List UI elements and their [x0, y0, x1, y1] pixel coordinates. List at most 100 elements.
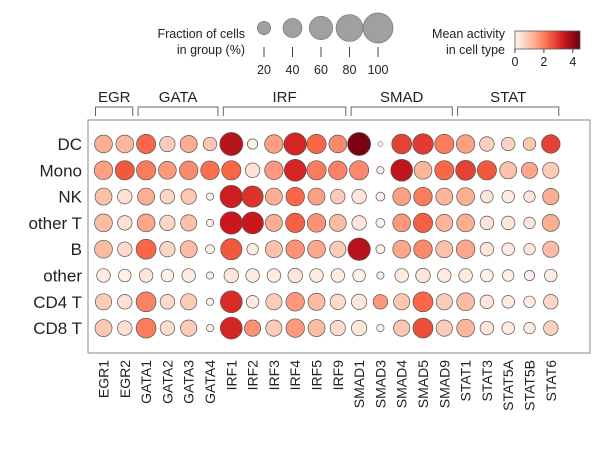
dot-mono-irf5 [306, 160, 327, 181]
dot-cd8-t-smad9 [435, 319, 453, 337]
dot-mono-irf9 [328, 160, 348, 180]
dot-b-gata1 [135, 238, 157, 260]
dot-dc-egr1 [94, 134, 113, 154]
dot-nk-stat3 [480, 189, 494, 204]
column-labels: EGR1 EGR2 GATA1 GATA2 GATA3 GATA4 IRF1 IRF2 IRF3… [96, 359, 559, 410]
dot-cd4-t-irf4 [285, 292, 305, 312]
column-label-irf3: IRF3 [266, 360, 282, 391]
dot-cd4-t-irf2 [245, 295, 260, 309]
dot-b-irf5 [307, 239, 326, 259]
dot-other-stat5b [524, 270, 535, 281]
dot-other-t-irf9 [328, 214, 347, 232]
dot-b-stat5a [501, 242, 515, 256]
dot-cd8-t-irf9 [329, 320, 346, 337]
colorbar-tick-label-2: 2 [540, 55, 547, 69]
dot-b-irf9 [329, 240, 347, 258]
dot-other-t-egr2 [117, 215, 133, 231]
dot-cd8-t-smad1 [351, 320, 368, 337]
row-label-b: B [71, 240, 82, 259]
dot-other-t-smad4 [392, 213, 411, 233]
dot-other-t-stat5a [501, 215, 516, 231]
dot-cd4-t-irf9 [329, 293, 346, 310]
row-label-other-t: other T [28, 214, 82, 233]
dot-other-t-irf3 [265, 214, 283, 232]
dot-dc-egr2 [115, 134, 135, 154]
dot-mono-egr2 [114, 160, 135, 181]
dot-b-stat1 [455, 239, 476, 259]
dot-mono-smad5 [413, 161, 433, 180]
dot-nk-smad9 [435, 187, 454, 206]
group-bracket-gata [137, 106, 219, 116]
dot-other-t-smad1 [351, 215, 367, 231]
row-label-nk: NK [58, 188, 82, 207]
dot-other-smad9 [437, 268, 452, 283]
dot-cd8-t-stat5a [501, 321, 515, 335]
dot-b-smad3 [375, 244, 386, 254]
group-bracket-stat [457, 106, 560, 116]
dot-dc-irf1 [219, 132, 244, 156]
dot-cd8-t-egr1 [94, 319, 113, 337]
dot-dc-gata1 [136, 134, 157, 154]
dot-nk-stat5a [501, 189, 515, 204]
dot-mono-irf1 [221, 160, 242, 181]
dot-b-irf1 [220, 238, 243, 261]
dot-b-egr1 [94, 239, 113, 259]
dot-dc-stat5b [522, 137, 537, 151]
dot-other-stat6 [544, 268, 558, 283]
size-legend-circle-100 [362, 12, 394, 44]
dot-nk-egr1 [94, 187, 113, 206]
dot-mono-stat5b [521, 161, 538, 179]
dot-other-t-smad9 [435, 214, 454, 232]
dot-dc-smad9 [434, 134, 455, 154]
dot-dc-irf2 [247, 138, 259, 150]
dot-other-irf3 [266, 268, 282, 283]
dot-cd8-t-gata1 [135, 317, 157, 339]
column-label-smad9: SMAD9 [436, 360, 452, 408]
dot-b-gata3 [179, 240, 198, 259]
dot-mono-smad3 [376, 166, 385, 175]
group-label-irf: IRF [273, 89, 297, 106]
dot-other-egr1 [96, 268, 111, 283]
dot-nk-smad5 [413, 186, 433, 207]
dot-dc-stat6 [541, 134, 561, 154]
dot-cd8-t-irf2 [244, 319, 262, 337]
dot-cd4-t-gata1 [135, 291, 157, 313]
dot-cd4-t-stat6 [543, 294, 559, 310]
dot-other-smad5 [415, 267, 431, 284]
dot-dc-gata2 [159, 135, 176, 153]
size-legend-circle-20 [256, 20, 272, 36]
row-label-mono: Mono [39, 161, 82, 180]
dot-other-t-smad5 [413, 212, 433, 233]
size-legend-circle-80 [335, 14, 364, 42]
dot-b-smad1 [347, 237, 371, 261]
dot-mono-stat6 [542, 161, 560, 179]
dot-nk-stat5b [523, 190, 536, 203]
dot-b-irf2 [246, 243, 259, 256]
dot-other-gata4 [206, 271, 214, 280]
dot-other-t-stat1 [456, 213, 475, 233]
colorbar-tick-label-4: 4 [569, 55, 576, 69]
dot-nk-gata3 [180, 188, 197, 205]
dot-cd8-t-egr2 [117, 320, 133, 336]
dot-b-irf3 [265, 240, 283, 259]
dot-other-t-gata1 [136, 213, 156, 233]
dot-other-irf4 [287, 267, 303, 284]
dot-other-stat3 [480, 268, 494, 283]
dot-cd8-t-irf1 [220, 316, 243, 340]
dot-nk-smad4 [392, 187, 411, 206]
dot-cd4-t-irf1 [220, 290, 243, 314]
dot-mono-irf4 [283, 159, 307, 182]
group-brackets: EGR GATA IRF SMAD STAT [95, 89, 560, 116]
dot-other-irf9 [330, 268, 345, 283]
column-label-gata2: GATA2 [159, 360, 175, 404]
dot-cd4-t-irf3 [265, 293, 283, 311]
dot-other-gata3 [181, 268, 196, 283]
column-label-gata3: GATA3 [181, 360, 197, 404]
column-label-irf9: IRF9 [330, 360, 346, 391]
column-label-stat1: STAT1 [458, 360, 474, 402]
dot-nk-irf5 [307, 187, 326, 206]
dot-dc-irf3 [264, 134, 284, 154]
